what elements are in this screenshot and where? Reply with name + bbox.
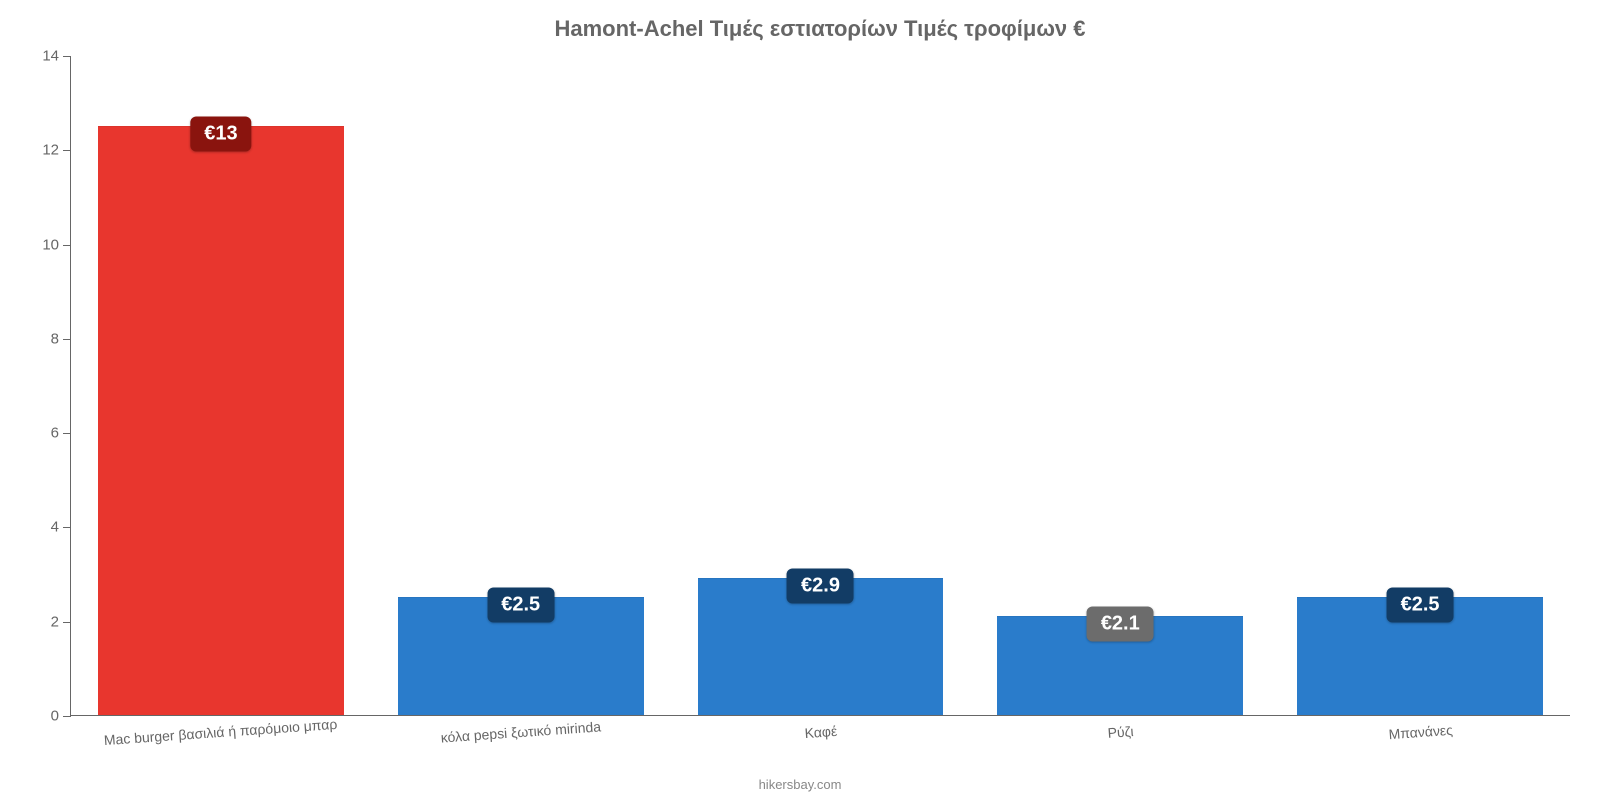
y-tick-label: 8: [21, 330, 59, 347]
x-label-slot: κόλα pepsi ξωτικό mirinda: [370, 724, 670, 740]
chart-title: Hamont-Achel Τιμές εστιατορίων Τιμές τρο…: [70, 16, 1570, 42]
y-tick-label: 2: [21, 613, 59, 630]
x-axis-label: Καφέ: [804, 723, 838, 741]
x-label-slot: Mac burger βασιλιά ή παρόμοιο μπαρ: [70, 724, 370, 740]
bar-slot: €13: [71, 56, 371, 715]
source-attribution: hikersbay.com: [759, 777, 842, 792]
x-axis-labels: Mac burger βασιλιά ή παρόμοιο μπαρκόλα p…: [70, 724, 1570, 740]
y-tick-label: 12: [21, 142, 59, 159]
value-badge: €2.5: [1387, 588, 1454, 623]
bar-slot: €2.5: [371, 56, 671, 715]
x-label-slot: Μπανάνες: [1270, 724, 1570, 740]
plot-area: €13€2.5€2.9€2.1€2.5 02468101214: [70, 56, 1570, 716]
y-tick: [63, 527, 71, 528]
value-badge: €2.1: [1087, 607, 1154, 642]
y-tick: [63, 433, 71, 434]
y-tick-label: 10: [21, 236, 59, 253]
bar-slot: €2.9: [671, 56, 971, 715]
bar: [98, 126, 344, 715]
y-tick: [63, 622, 71, 623]
bar-slot: €2.5: [1270, 56, 1570, 715]
y-tick: [63, 245, 71, 246]
bar-slot: €2.1: [970, 56, 1270, 715]
y-tick-label: 6: [21, 425, 59, 442]
x-axis-label: κόλα pepsi ξωτικό mirinda: [440, 718, 601, 745]
x-axis-label: Mac burger βασιλιά ή παρόμοιο μπαρ: [103, 716, 337, 748]
value-badge: €2.9: [787, 569, 854, 604]
y-tick-label: 4: [21, 519, 59, 536]
x-label-slot: Ρύζι: [970, 724, 1270, 740]
y-tick: [63, 716, 71, 717]
bars-group: €13 €2.5 €2.9 €2.1 €2.5: [71, 56, 1570, 715]
y-tick: [63, 56, 71, 57]
x-axis-label: Ρύζι: [1107, 723, 1134, 741]
y-tick-label: 0: [21, 708, 59, 725]
y-tick-label: 14: [21, 48, 59, 65]
value-badge: €2.5: [487, 588, 554, 623]
y-tick: [63, 150, 71, 151]
value-badge: €13: [190, 116, 251, 151]
chart-container: Hamont-Achel Τιμές εστιατορίων Τιμές τρο…: [0, 0, 1600, 800]
y-tick: [63, 339, 71, 340]
x-axis-label: Μπανάνες: [1388, 722, 1453, 742]
x-label-slot: Καφέ: [670, 724, 970, 740]
